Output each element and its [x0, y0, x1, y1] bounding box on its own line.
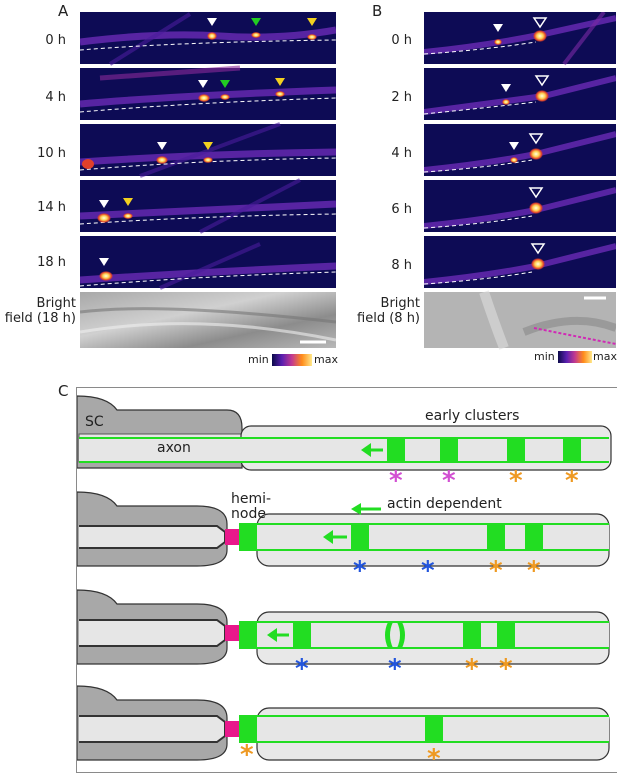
panel-b-brightfield [424, 290, 616, 350]
row-hemi-node-3 [76, 589, 610, 665]
panel-b-time-3: 6 h [391, 202, 412, 217]
asterisk-blue-1: * [353, 556, 367, 586]
panel-b-frame-0 [424, 12, 616, 66]
asterisk-magenta-1: * [389, 466, 403, 496]
panel-b-colorbar [558, 351, 592, 363]
actin-arrow-icon [351, 500, 383, 515]
asterisk-blue-2: * [421, 556, 435, 586]
hemi-node-label-line2: node [231, 506, 266, 522]
asterisk-orange-5: * [465, 654, 479, 684]
panel-b-images [424, 12, 616, 350]
panel-b-label: B [372, 2, 383, 20]
row-early-clusters [76, 395, 612, 471]
panel-b-brightfield-label: Bright field (8 h) [350, 296, 420, 326]
panel-a-frame-2 [80, 122, 336, 178]
row-hemi-node-4 [76, 685, 610, 761]
axon-label: axon [157, 440, 191, 456]
panel-a-brightfield [80, 292, 336, 348]
panel-b-time-2: 4 h [391, 146, 412, 161]
panel-a-colorbar-max: max [314, 353, 338, 366]
panel-b-frame-3 [424, 180, 616, 232]
panel-a-brightfield-label: Bright field (18 h) [5, 296, 76, 326]
panel-b-bf-label-line2: field (8 h) [357, 311, 420, 326]
panel-b-frame-4 [424, 236, 616, 288]
panel-c-diagram: SC early clusters axon hemi- node actin … [76, 387, 617, 774]
hemi-node-label-line1: hemi- [231, 491, 272, 507]
asterisk-orange-2: * [565, 466, 579, 496]
actin-dependent-label: actin dependent [387, 496, 502, 512]
panel-a-time-4: 18 h [37, 255, 66, 270]
asterisk-orange-7: * [240, 740, 254, 770]
panel-b-time-0: 0 h [391, 33, 412, 48]
panel-a-colorbar-min: min [248, 353, 269, 366]
panel-b-colorbar-min: min [534, 350, 555, 363]
panel-a-label: A [58, 2, 69, 20]
panel-a-colorbar [272, 354, 312, 366]
panel-a-bf-label-line2: field (18 h) [4, 311, 76, 326]
row-hemi-node-2 [76, 491, 610, 567]
asterisk-blue-3: * [295, 654, 309, 684]
panel-a-time-0: 0 h [45, 33, 66, 48]
panel-a-bf-label-line1: Bright [36, 296, 76, 311]
panel-c-label: C [58, 382, 69, 400]
panel-c-schematic [76, 395, 612, 761]
panel-a-frame-3 [80, 178, 336, 234]
panel-a-time-1: 4 h [45, 90, 66, 105]
panel-a-frame-1 [80, 65, 336, 120]
asterisk-orange-6: * [499, 654, 513, 684]
asterisk-orange-3: * [489, 556, 503, 586]
sc-label: SC [85, 414, 104, 430]
asterisk-orange-1: * [509, 466, 523, 496]
panel-a-frame-0 [80, 12, 336, 66]
panel-b-colorbar-max: max [593, 350, 617, 363]
asterisk-blue-4: * [388, 654, 402, 684]
panel-a-frame-4 [80, 236, 336, 290]
early-clusters-label: early clusters [425, 408, 520, 424]
hemi-node-label: hemi- node [231, 492, 271, 522]
panel-b-frame-1 [424, 68, 616, 120]
asterisk-orange-4: * [527, 556, 541, 586]
panel-b-time-1: 2 h [391, 90, 412, 105]
panel-a-time-2: 10 h [37, 146, 66, 161]
panel-b-frame-2 [424, 124, 616, 176]
asterisk-magenta-2: * [442, 466, 456, 496]
asterisk-orange-8: * [427, 744, 441, 774]
panel-a-time-3: 14 h [37, 200, 66, 215]
panel-b-bf-label-line1: Bright [380, 296, 420, 311]
panel-b-time-4: 8 h [391, 258, 412, 273]
panel-a-images [80, 12, 336, 348]
